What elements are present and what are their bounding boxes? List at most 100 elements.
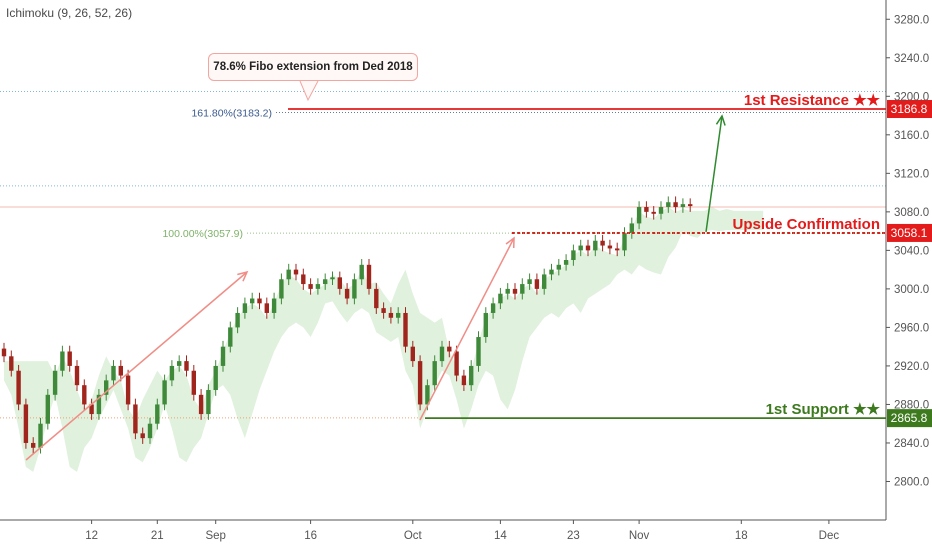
fib-label: 161.80%(3183.2) [191, 107, 272, 119]
x-tick-label: 14 [494, 530, 507, 542]
candle-body [111, 365, 116, 381]
candle-body [636, 207, 642, 224]
candle-body [162, 380, 167, 405]
candle-body [279, 279, 284, 299]
candle-body [206, 390, 211, 415]
candle-body [688, 204, 693, 207]
candle-body [629, 223, 634, 234]
cloud-band [4, 207, 764, 472]
candle-body [417, 361, 423, 405]
candle-body [67, 351, 72, 366]
candle-body [622, 233, 627, 251]
trend-arrow [419, 237, 515, 421]
y-tick-label: 2960.0 [894, 322, 929, 334]
candle-body [490, 303, 496, 313]
candle-body [447, 346, 452, 352]
candle-body [264, 303, 269, 313]
candle-body [52, 370, 58, 395]
trend-arrow [25, 271, 248, 461]
candle-body [31, 442, 36, 448]
callout-pointer [299, 80, 319, 102]
y-tick-label: 3200.0 [894, 91, 929, 103]
y-tick-label: 3000.0 [894, 284, 929, 296]
candle-body [673, 202, 678, 208]
candle-body [60, 351, 65, 371]
candle-body [23, 404, 29, 443]
candle-body [615, 248, 620, 251]
level-label: Upside Confirmation [732, 216, 880, 233]
candle-body [388, 312, 394, 318]
y-tick-label: 3040.0 [894, 245, 929, 257]
candle-body [155, 404, 160, 424]
candle-body [82, 385, 87, 405]
y-tick-label: 2800.0 [894, 476, 929, 488]
candle-body [651, 211, 656, 214]
candle-body [125, 375, 131, 405]
y-tick-label: 2840.0 [894, 438, 929, 450]
candle-body [374, 288, 379, 309]
y-tick-label: 2920.0 [894, 361, 929, 373]
candle-body [228, 327, 233, 347]
trend-arrows [25, 114, 726, 461]
candle-body [323, 279, 328, 285]
trend-arrowhead [715, 114, 726, 126]
candle-body [242, 303, 248, 313]
candle-body [74, 365, 80, 386]
level-price-tag [887, 223, 932, 242]
candle-body [578, 245, 583, 251]
candle-body [352, 279, 357, 299]
candle-body [147, 423, 153, 439]
x-tick-label: 23 [567, 530, 580, 542]
candle-body [301, 274, 306, 285]
indicator-label: Ichimoku (9, 26, 52, 26) [6, 6, 133, 20]
trend-arrowhead [505, 236, 515, 249]
candle-body [235, 312, 240, 328]
candle-body [563, 260, 569, 265]
candle-body [308, 284, 313, 289]
x-tick-label: Dec [819, 530, 840, 542]
candle-body [410, 346, 415, 362]
candle-body [527, 279, 532, 285]
candle-body [133, 404, 138, 434]
candle-body [476, 337, 481, 366]
level-price-tag-text: 2865.8 [891, 411, 928, 425]
candles [1, 196, 693, 454]
y-tick-label: 2880.0 [894, 399, 929, 411]
candle-body [213, 365, 218, 390]
candle-body [293, 269, 299, 275]
candle-body [177, 361, 182, 366]
fibo-callout: 78.6% Fibo extension from Ded 2018 [208, 53, 418, 81]
candle-body [89, 404, 94, 415]
candle-body [680, 204, 686, 208]
candle-body [257, 298, 262, 304]
x-tick-label: 21 [151, 530, 164, 542]
y-tick-label: 3120.0 [894, 168, 929, 180]
candle-body [118, 365, 123, 376]
candle-body [250, 298, 255, 304]
levels: 1st Resistance ★★ 3186.8 Upside Confirmati… [162, 80, 932, 428]
candle-body [520, 284, 525, 294]
x-tick-label: Nov [629, 530, 650, 542]
candle-body [9, 356, 14, 371]
x-tick-label: 18 [735, 530, 748, 542]
x-tick-label: Oct [404, 530, 423, 542]
trend-arrowhead [237, 270, 249, 282]
y-tick-label: 3160.0 [894, 130, 929, 142]
candle-body [403, 312, 408, 347]
candle-body [330, 277, 335, 280]
ichimoku-cloud [4, 207, 764, 472]
level-price-tag [887, 409, 932, 428]
candle-body [184, 361, 189, 371]
candle-body [542, 274, 547, 289]
x-tick-label: Sep [205, 530, 225, 542]
guide-lines [0, 90, 886, 419]
candle-body [359, 264, 364, 280]
trend-arrow [705, 115, 723, 233]
candle-body [454, 351, 459, 376]
candle-body [439, 346, 445, 362]
y-tick-label: 3080.0 [894, 207, 929, 219]
candle-body [1, 348, 7, 357]
fib-label: 100.00%(3057.9) [162, 228, 243, 240]
